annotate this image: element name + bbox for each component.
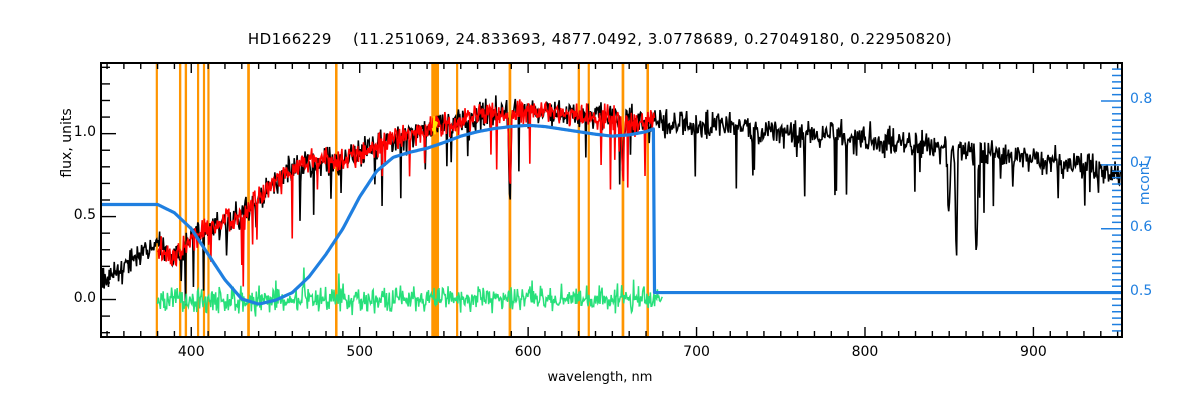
mask-band [202,64,206,336]
x-tick-label-4: 800 [851,344,879,360]
x-tick-label-2: 600 [514,344,542,360]
figure-title: HD166229 (11.251069, 24.833693, 4877.049… [247,30,953,48]
mask-band [621,64,625,336]
mask-band [577,64,581,336]
mask-band [456,64,459,336]
plot-area [100,62,1123,338]
y-tick-label-right-1: 0.6 [1130,218,1153,235]
mask-band [508,64,512,336]
y-tick-label-left-0: 0.0 [73,289,96,306]
mask-band [646,64,649,336]
y-axis-left-label: flux, units [59,108,75,178]
y-tick-label-left-2: 1.0 [73,123,96,140]
mask-band [207,64,210,336]
mask-band [587,64,590,336]
y-tick-label-right-2: 0.7 [1130,154,1153,171]
x-tick-label-5: 900 [1020,344,1047,360]
model-spectrum [156,99,656,287]
y-tick-label-right-3: 0.8 [1130,91,1153,108]
spectrum-canvas [102,64,1121,336]
mask-band [155,64,158,336]
mask-band [178,64,182,336]
model-mask-overlap [431,116,439,135]
y-tick-label-right-0: 0.5 [1130,282,1153,299]
x-tick-label-3: 700 [683,344,710,360]
mask-band [247,64,250,336]
mask-band [184,64,188,336]
y-tick-label-left-1: 0.5 [73,206,96,223]
x-tick-label-0: 400 [177,344,205,360]
mask-band [196,64,200,336]
mask-band [335,64,338,336]
residual-spectrum [156,267,663,317]
continuum-curve [102,123,1121,306]
mask-band [431,64,440,336]
x-axis-label: wavelength, nm [547,370,653,385]
x-tick-label-1: 500 [346,344,374,360]
